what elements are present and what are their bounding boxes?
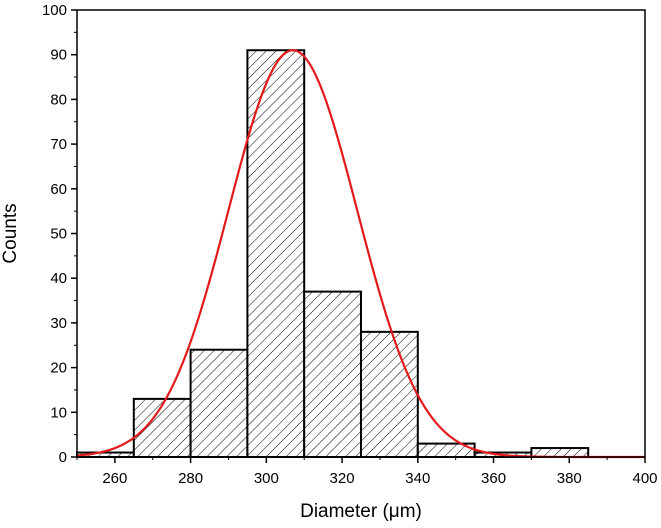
y-tick-label: 100: [42, 2, 67, 19]
histogram-bar: [132, 397, 192, 459]
y-tick-label: 30: [50, 315, 67, 332]
y-tick-label: 90: [50, 47, 67, 64]
x-axis-ticks: 260 280 300 320 340 360 380 400: [76, 457, 658, 487]
histogram-bar: [360, 330, 419, 458]
histogram-bar: [303, 290, 363, 458]
y-tick-label: 50: [50, 226, 67, 243]
y-tick-label: 40: [50, 270, 67, 287]
histogram-bar: [246, 49, 306, 458]
y-tick-label: 20: [50, 360, 67, 377]
y-tick-label: 80: [50, 91, 67, 108]
x-tick-label: 260: [102, 470, 127, 487]
y-tick-label: 70: [50, 136, 67, 153]
x-axis-title: Diameter (μm): [300, 501, 422, 522]
histogram-bars: [76, 49, 590, 459]
y-tick-label: 60: [50, 181, 67, 198]
x-tick-label: 340: [405, 470, 430, 487]
x-tick-label: 320: [330, 470, 355, 487]
x-tick-label: 300: [254, 470, 279, 487]
y-tick-label: 10: [50, 404, 67, 421]
x-tick-label: 400: [632, 470, 657, 487]
y-axis-title: Counts: [0, 203, 21, 263]
x-tick-label: 360: [481, 470, 506, 487]
y-axis-ticks: 0 10 20 30 40 50 60 70 80 90 100: [42, 2, 77, 466]
histogram-bar: [189, 348, 249, 458]
x-tick-label: 380: [557, 470, 582, 487]
x-tick-label: 280: [178, 470, 203, 487]
y-tick-label: 0: [59, 449, 67, 466]
